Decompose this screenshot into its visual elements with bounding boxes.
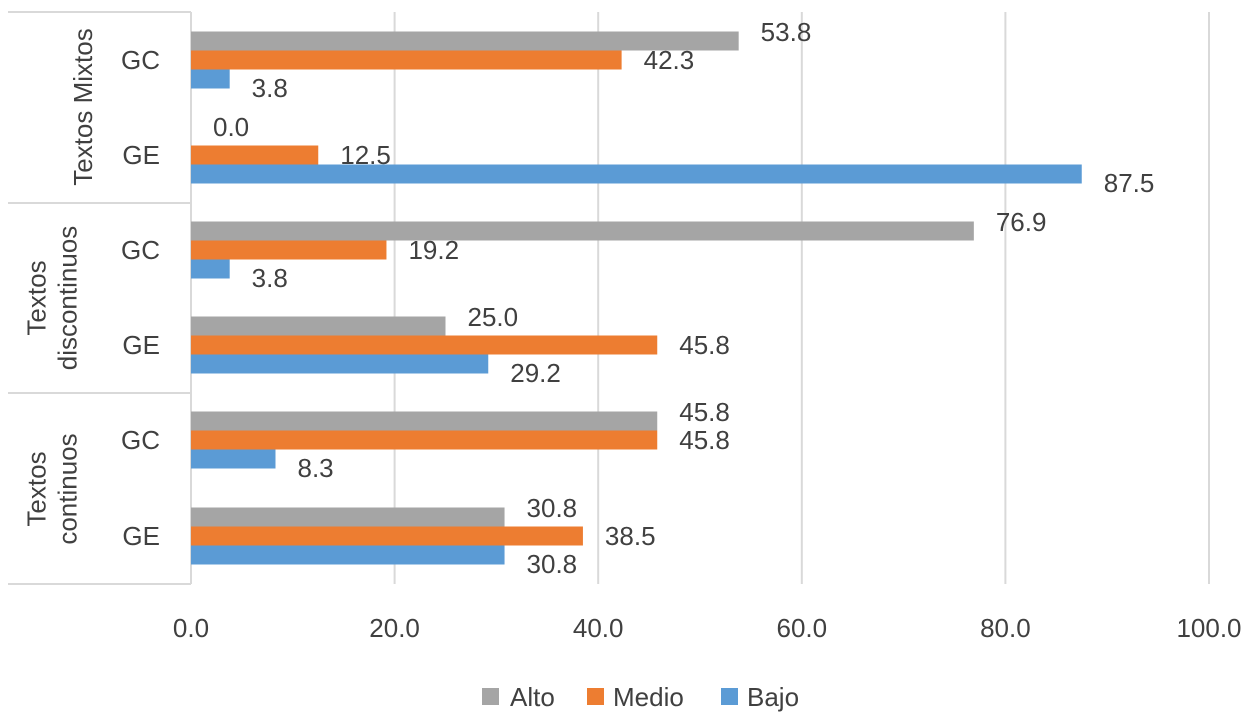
group-label: Textoscontinuos	[22, 433, 83, 544]
group-label-line: discontinuos	[53, 226, 83, 371]
group-label-line: Textos	[22, 260, 52, 335]
data-labels: 53.842.33.80.012.587.576.919.23.825.045.…	[213, 17, 1154, 579]
bar	[191, 145, 319, 165]
legend: Alto Medio Bajo	[482, 682, 799, 712]
category-axis: Textos MixtosTextosdiscontinuosTextoscon…	[8, 11, 192, 585]
data-label: 12.5	[340, 140, 391, 170]
bar	[191, 430, 658, 450]
category-label: GE	[122, 140, 160, 170]
bar	[191, 316, 446, 336]
x-tick-label: 80.0	[980, 613, 1031, 643]
x-tick-label: 20.0	[369, 613, 420, 643]
grid	[393, 12, 1210, 584]
data-label: 45.8	[679, 425, 730, 455]
bar	[191, 545, 505, 565]
bar	[191, 259, 230, 279]
data-label: 3.8	[252, 263, 288, 293]
data-label: 19.2	[408, 235, 459, 265]
bar	[191, 31, 739, 51]
data-label: 30.8	[527, 549, 578, 579]
legend-swatch	[482, 688, 499, 705]
bar	[191, 221, 974, 241]
x-tick-label: 40.0	[573, 613, 624, 643]
bar	[191, 526, 583, 546]
x-tick-label: 60.0	[776, 613, 827, 643]
x-axis-ticks: 0.0 20.0 40.0 60.0 80.0 100.0	[173, 613, 1242, 643]
category-label: GC	[121, 235, 160, 265]
bar	[191, 69, 230, 89]
data-label: 8.3	[297, 453, 333, 483]
legend-label: Alto	[510, 682, 555, 712]
data-label: 45.8	[679, 397, 730, 427]
group-label-line: Textos	[22, 451, 52, 526]
legend-label: Bajo	[747, 682, 799, 712]
bars	[191, 31, 1082, 565]
bar	[191, 507, 505, 527]
data-label: 53.8	[761, 17, 812, 47]
data-label: 0.0	[213, 112, 249, 142]
category-label: GE	[122, 521, 160, 551]
data-label: 76.9	[996, 207, 1047, 237]
group-label: Textos Mixtos	[68, 28, 98, 186]
group-label-line: Textos Mixtos	[68, 28, 98, 186]
data-label: 45.8	[679, 330, 730, 360]
x-tick-label: 0.0	[173, 613, 209, 643]
category-label: GE	[122, 330, 160, 360]
data-label: 29.2	[510, 358, 561, 388]
group-label: Textosdiscontinuos	[22, 226, 83, 371]
data-label: 30.8	[527, 493, 578, 523]
group-label-line: continuos	[53, 433, 83, 544]
bar	[191, 411, 658, 431]
data-label: 3.8	[252, 73, 288, 103]
data-label: 42.3	[644, 45, 695, 75]
bar	[191, 50, 622, 70]
data-label: 25.0	[468, 302, 519, 332]
x-tick-label: 100.0	[1176, 613, 1241, 643]
bar	[191, 164, 1082, 184]
bar	[191, 240, 387, 260]
data-label: 87.5	[1104, 168, 1155, 198]
bar	[191, 335, 658, 355]
bar	[191, 449, 276, 469]
data-label: 38.5	[605, 521, 656, 551]
legend-swatch	[587, 688, 604, 705]
bar	[191, 354, 489, 374]
category-label: GC	[121, 425, 160, 455]
legend-swatch	[721, 688, 738, 705]
category-label: GC	[121, 45, 160, 75]
legend-label: Medio	[613, 682, 684, 712]
